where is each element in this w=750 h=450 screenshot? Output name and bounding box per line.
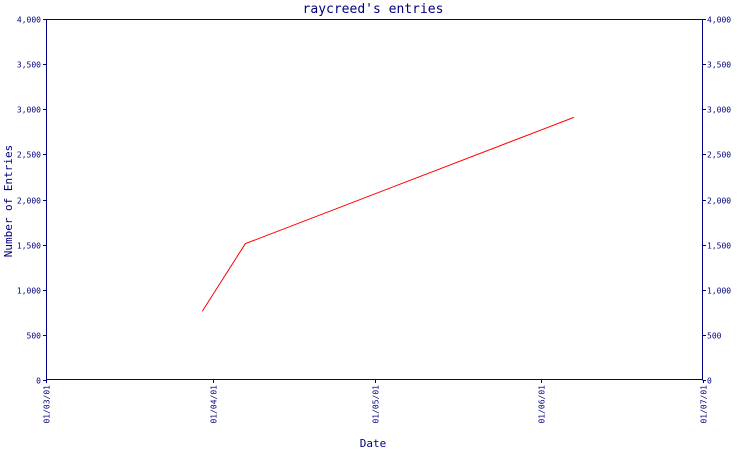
x-axis: 01/03/01 01/04/01 01/05/01 01/06/01 01/07/01 bbox=[43, 380, 709, 424]
y-axis-label: Number of Entries bbox=[2, 145, 15, 258]
x-tick-label: 01/03/01 bbox=[43, 385, 52, 424]
y-tick-label-right: 3,000 bbox=[707, 106, 731, 115]
y-tick-label-left: 4,000 bbox=[17, 16, 41, 25]
y-tick-label-left: 3,500 bbox=[17, 61, 41, 70]
y-axis-right: 0 500 1,000 1,500 2,000 2,500 3,000 3,500 4,000 bbox=[702, 16, 731, 386]
x-axis-label: Date bbox=[360, 437, 387, 450]
y-tick-label-right: 500 bbox=[707, 332, 722, 341]
y-tick-label-left: 0 bbox=[36, 377, 41, 386]
y-tick-label-right: 1,500 bbox=[707, 242, 731, 251]
chart-title: raycreed's entries bbox=[303, 2, 444, 17]
y-tick-label-right: 3,500 bbox=[707, 61, 731, 70]
plot-frame bbox=[46, 19, 703, 380]
y-tick-label-right: 4,000 bbox=[707, 16, 731, 25]
y-axis-left: 0 500 1,000 1,500 2,000 2,500 3,000 3,500 4,000 bbox=[17, 16, 47, 386]
y-tick-label-left: 500 bbox=[27, 332, 42, 341]
y-tick-label-left: 1,500 bbox=[17, 242, 41, 251]
y-tick-label-left: 3,000 bbox=[17, 106, 41, 115]
y-tick-label-right: 0 bbox=[707, 377, 712, 386]
y-tick-label-left: 1,000 bbox=[17, 287, 41, 296]
y-tick-label-right: 2,000 bbox=[707, 197, 731, 206]
series-layer bbox=[201, 116, 574, 312]
x-tick-label: 01/07/01 bbox=[700, 385, 709, 424]
plot-border bbox=[46, 19, 703, 380]
y-tick-label-right: 1,000 bbox=[707, 287, 731, 296]
y-tick-label-left: 2,500 bbox=[17, 151, 41, 160]
y-tick-label-right: 2,500 bbox=[707, 151, 731, 160]
x-tick-label: 01/04/01 bbox=[210, 385, 219, 424]
series-line bbox=[201, 116, 574, 312]
x-tick-label: 01/05/01 bbox=[372, 385, 381, 424]
y-tick-label-left: 2,000 bbox=[17, 197, 41, 206]
x-tick-label: 01/06/01 bbox=[538, 385, 547, 424]
